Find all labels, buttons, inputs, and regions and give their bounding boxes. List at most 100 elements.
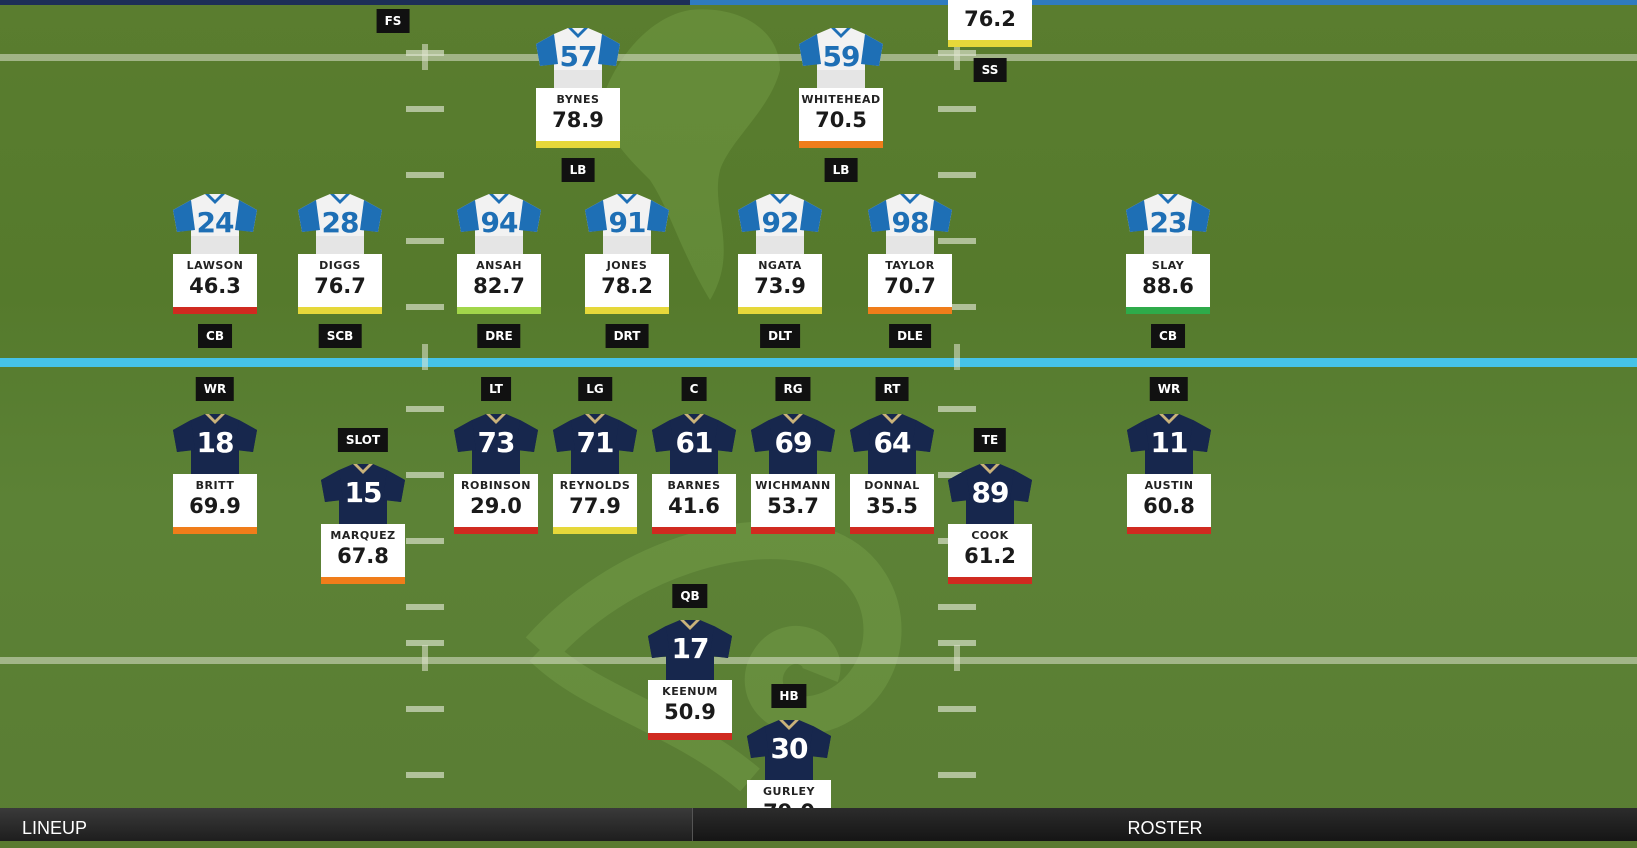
player-card-wichmann[interactable]: 69 WICHMANN 53.7 xyxy=(751,412,835,534)
player-card-diggs[interactable]: 28 DIGGS 76.7 xyxy=(298,192,382,314)
player-card-robinson[interactable]: 73 ROBINSON 29.0 xyxy=(454,412,538,534)
grade-bar xyxy=(751,527,835,534)
jersey-number: 71 xyxy=(576,426,615,459)
player-rating: 35.5 xyxy=(866,494,918,518)
player-rating: 70.5 xyxy=(815,108,867,132)
player-card-britt[interactable]: 18 BRITT 69.9 xyxy=(173,412,257,534)
jersey-icon: 28 xyxy=(298,192,382,254)
hash-tick xyxy=(954,645,960,671)
jersey-icon: 69 xyxy=(751,412,835,474)
player-card-whitehead[interactable]: 59 WHITEHEAD 70.5 xyxy=(799,26,883,148)
player-name: NGATA xyxy=(758,259,802,272)
jersey-icon: 18 xyxy=(173,412,257,474)
lion-logo-icon xyxy=(603,9,780,301)
jersey-number: 64 xyxy=(873,426,912,459)
player-card-slay[interactable]: 23 SLAY 88.6 xyxy=(1126,192,1210,314)
tab-lineup[interactable]: LINEUP xyxy=(0,808,692,841)
player-card-donnal[interactable]: 64 DONNAL 35.5 xyxy=(850,412,934,534)
hash-mark xyxy=(938,238,976,244)
player-info: ANSAH 82.7 xyxy=(457,254,541,314)
jersey-number: 98 xyxy=(891,206,930,239)
player-name: REYNOLDS xyxy=(559,479,631,492)
player-rating: 78.9 xyxy=(552,108,604,132)
position-label-dre: DRE xyxy=(477,324,521,348)
grade-bar xyxy=(536,141,620,148)
player-info: NGATA 73.9 xyxy=(738,254,822,314)
player-name: LAWSON xyxy=(186,259,244,272)
player-rating: 69.9 xyxy=(189,494,241,518)
jersey-number: 59 xyxy=(822,40,861,73)
hash-mark xyxy=(406,304,444,310)
hash-tick xyxy=(422,344,428,370)
player-card-ansah[interactable]: 94 ANSAH 82.7 xyxy=(457,192,541,314)
grade-bar xyxy=(173,307,257,314)
hash-mark xyxy=(406,772,444,778)
player-card-bynes[interactable]: 57 BYNES 78.9 xyxy=(536,26,620,148)
grade-bar xyxy=(738,307,822,314)
player-rating: 61.2 xyxy=(964,544,1016,568)
player-card-ngata[interactable]: 92 NGATA 73.9 xyxy=(738,192,822,314)
grade-bar xyxy=(850,527,934,534)
player-card-cook[interactable]: 89 COOK 61.2 xyxy=(948,462,1032,584)
tab-roster[interactable]: ROSTER xyxy=(692,808,1637,841)
jersey-number: 24 xyxy=(196,206,235,239)
player-info: BYNES 78.9 xyxy=(536,88,620,148)
hash-mark xyxy=(938,172,976,178)
position-label-cb: CB xyxy=(198,324,232,348)
hash-mark xyxy=(406,172,444,178)
jersey-icon: 98 xyxy=(868,192,952,254)
player-card-barnes[interactable]: 61 BARNES 41.6 xyxy=(652,412,736,534)
player-name: BARNES xyxy=(667,479,721,492)
jersey-icon: 11 xyxy=(1127,412,1211,474)
hash-mark xyxy=(406,538,444,544)
grade-bar xyxy=(1127,527,1211,534)
position-label-fs: FS xyxy=(376,9,410,33)
player-name: ANSAH xyxy=(476,259,522,272)
player-rating: 60.8 xyxy=(1143,494,1195,518)
player-name: JONES xyxy=(606,259,648,272)
jersey-icon: 57 xyxy=(536,26,620,88)
player-card-marquez[interactable]: 15 MARQUEZ 67.8 xyxy=(321,462,405,584)
player-info: ROBINSON 29.0 xyxy=(454,474,538,534)
hash-mark xyxy=(938,604,976,610)
position-label-lt: LT xyxy=(481,377,511,401)
player-card-reynolds[interactable]: 71 REYNOLDS 77.9 xyxy=(553,412,637,534)
grade-bar xyxy=(1126,307,1210,314)
player-card-fs[interactable]: 76.2 xyxy=(948,0,1032,47)
jersey-number: 30 xyxy=(770,732,809,765)
hash-mark xyxy=(406,640,444,646)
hash-tick xyxy=(954,344,960,370)
player-name: TAYLOR xyxy=(885,259,935,272)
player-name: KEENUM xyxy=(662,685,718,698)
jersey-number: 61 xyxy=(675,426,714,459)
grade-bar xyxy=(454,527,538,534)
hash-tick xyxy=(422,44,428,70)
jersey-number: 69 xyxy=(774,426,813,459)
hash-mark xyxy=(938,406,976,412)
player-card-austin[interactable]: 11 AUSTIN 60.8 xyxy=(1127,412,1211,534)
player-card-taylor[interactable]: 98 TAYLOR 70.7 xyxy=(868,192,952,314)
hash-mark xyxy=(938,304,976,310)
player-name: MARQUEZ xyxy=(330,529,396,542)
player-rating: 29.0 xyxy=(470,494,522,518)
player-info: BARNES 41.6 xyxy=(652,474,736,534)
hash-mark xyxy=(406,604,444,610)
grade-bar xyxy=(585,307,669,314)
jersey-number: 94 xyxy=(480,206,519,239)
player-info: REYNOLDS 77.9 xyxy=(553,474,637,534)
player-rating: 41.6 xyxy=(668,494,720,518)
position-label-hb: HB xyxy=(771,684,807,708)
grade-bar xyxy=(648,733,732,740)
grade-bar xyxy=(553,527,637,534)
player-info: COOK 61.2 xyxy=(948,524,1032,584)
position-label-lb: LB xyxy=(561,158,595,182)
position-label-dlt: DLT xyxy=(760,324,800,348)
player-card-jones[interactable]: 91 JONES 78.2 xyxy=(585,192,669,314)
player-name: BYNES xyxy=(556,93,600,106)
player-rating: 76.7 xyxy=(314,274,366,298)
player-name: DIGGS xyxy=(319,259,361,272)
player-card-lawson[interactable]: 24 LAWSON 46.3 xyxy=(173,192,257,314)
jersey-number: 15 xyxy=(344,476,383,509)
player-info: 76.2 xyxy=(948,0,1032,47)
player-card-keenum[interactable]: 17 KEENUM 50.9 xyxy=(648,618,732,740)
